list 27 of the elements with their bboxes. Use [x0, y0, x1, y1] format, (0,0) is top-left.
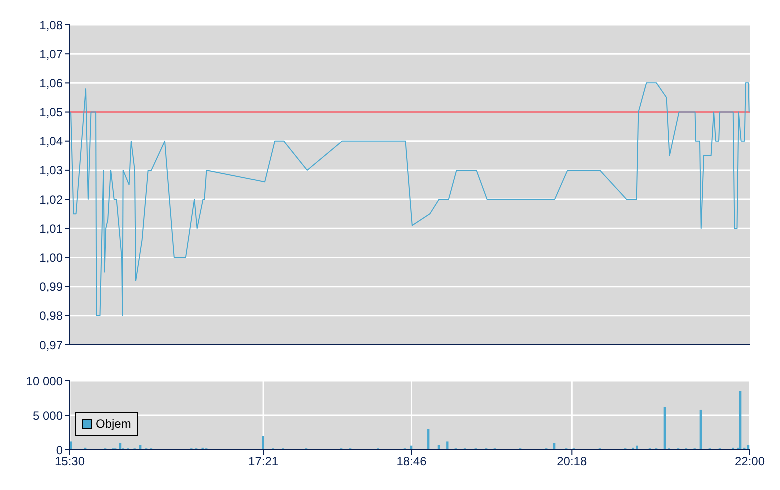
x-tick-label: 20:18: [557, 454, 588, 469]
bar: [739, 391, 742, 450]
y-tick-label: 1,04: [40, 134, 64, 149]
y-tick-label: 1,01: [40, 222, 64, 236]
y-tick-label: 10 000: [26, 374, 64, 388]
y-tick-label: 1,05: [40, 106, 64, 120]
legend-label: Objem: [96, 416, 132, 431]
y-tick-label: 1,06: [40, 76, 64, 90]
y-tick-label: 5 000: [32, 408, 64, 423]
y-tick-label: 1,02: [40, 192, 64, 207]
bar: [700, 410, 702, 450]
y-tick-label: 1,07: [40, 47, 64, 62]
y-tick-label: 0,98: [40, 309, 64, 324]
bar: [636, 446, 638, 450]
bar: [262, 436, 264, 450]
x-tick-label: 17:21: [248, 454, 279, 469]
line-series: [70, 82, 750, 316]
y-tick-label: 1,00: [40, 250, 64, 265]
y-tick-label: 1,08: [40, 18, 64, 32]
y-tick-label: 0,99: [40, 280, 64, 294]
y-tick-label: 1,03: [40, 164, 64, 178]
x-tick-label: 15:30: [54, 454, 86, 469]
bar: [664, 407, 666, 450]
y-tick-label: 0: [56, 443, 64, 458]
x-tick-label: 18:46: [396, 454, 428, 469]
x-tick-label: 22:00: [734, 454, 766, 469]
y-tick-label: 0,97: [40, 338, 64, 352]
